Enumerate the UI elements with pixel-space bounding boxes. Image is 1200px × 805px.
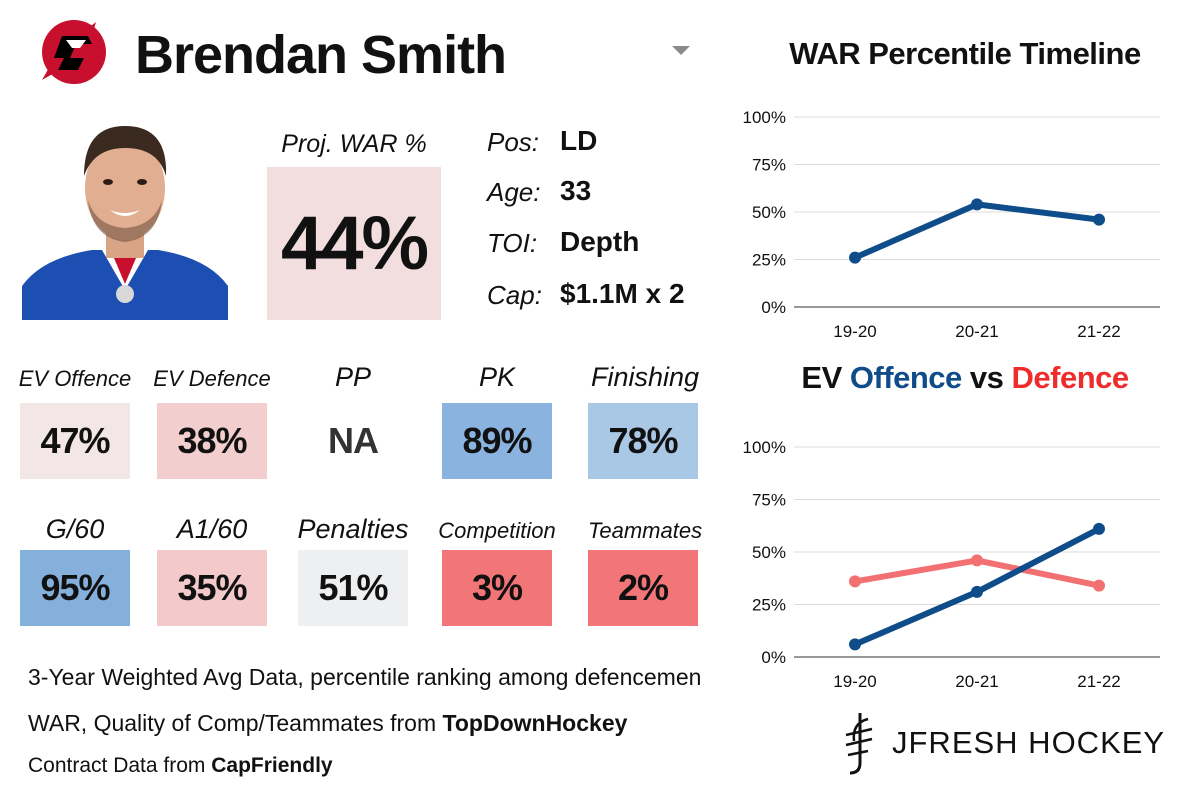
metric-label-ev-defence: EV Defence xyxy=(153,366,271,391)
brand-name: JFRESH HOCKEY xyxy=(892,725,1166,760)
metric-label-penalties: Penalties xyxy=(297,514,409,544)
footer-source-topdownhockey: TopDownHockey xyxy=(442,710,628,736)
chart-1-ytick-label: 75% xyxy=(752,156,786,175)
metric-value-finishing: 78% xyxy=(588,403,698,479)
chart-2-xtick-label: 20-21 xyxy=(955,672,998,691)
chart-1-xtick-label: 19-20 xyxy=(833,322,876,341)
metric-label-g60: G/60 xyxy=(45,514,105,544)
proj-war-label: Proj. WAR % xyxy=(281,130,427,158)
devils-logo-icon xyxy=(36,14,112,90)
metric-label-competition: Competition xyxy=(438,518,556,543)
chart-2-point-offence xyxy=(971,585,983,598)
chart-2-ytick-label: 50% xyxy=(752,543,786,562)
proj-war-value: 44% xyxy=(267,167,441,320)
metric-value-g60: 95% xyxy=(20,550,130,626)
chart-2-xtick-label: 19-20 xyxy=(833,672,876,691)
chart-1-point-war xyxy=(971,198,983,211)
footer-line-2-prefix: WAR, Quality of Comp/Teammates from xyxy=(28,710,443,736)
chart-2-title: EV Offence vs Defence xyxy=(750,360,1180,396)
metric-value-penalties: 51% xyxy=(298,550,408,626)
chart-1-ytick-label: 100% xyxy=(743,108,786,127)
chart-2-point-offence xyxy=(1093,522,1105,535)
metric-label-a160: A1/60 xyxy=(176,514,248,544)
toi-value: Depth xyxy=(560,226,640,257)
pos-label: Pos: xyxy=(487,127,540,157)
chart-1-point-war xyxy=(1093,213,1105,226)
chart-ev-offence-vs-defence: 0% 25% 50% 75% 100% 19-20 20-21 21-22 xyxy=(743,438,1160,691)
metric-value-ev-defence: 38% xyxy=(157,403,267,479)
chart-2-title-part-vs: vs xyxy=(961,360,1012,395)
metric-label-ev-offence: EV Offence xyxy=(18,366,132,391)
caret-down-icon[interactable] xyxy=(672,46,690,55)
footer-line-3: Contract Data from CapFriendly xyxy=(28,754,333,778)
chart-1-ytick-label: 25% xyxy=(752,251,786,270)
chart-2-point-defence xyxy=(849,575,861,588)
chart-2-point-offence xyxy=(849,638,861,651)
jfresh-logo-icon xyxy=(845,713,873,775)
chart-2-title-part-defence: Defence xyxy=(1011,360,1130,395)
metric-label-pp: PP xyxy=(334,362,372,392)
metric-label-finishing: Finishing xyxy=(590,362,700,392)
chart-2-ytick-label: 75% xyxy=(752,491,786,510)
age-value: 33 xyxy=(560,175,592,206)
chart-2-title-part-offence: Offence xyxy=(849,360,962,395)
metric-label-pk: PK xyxy=(478,362,516,392)
chart-2-ytick-label: 25% xyxy=(752,596,786,615)
cap-label: Cap: xyxy=(487,280,542,310)
footer-source-capfriendly: CapFriendly xyxy=(211,754,333,777)
chart-1-ytick-label: 0% xyxy=(761,298,786,317)
metric-value-a160: 35% xyxy=(157,550,267,626)
age-label: Age: xyxy=(487,177,541,207)
chart-1-xtick-label: 20-21 xyxy=(955,322,998,341)
footer-line-3-prefix: Contract Data from xyxy=(28,754,212,777)
chart-2-title-part-ev: EV xyxy=(801,360,850,395)
metric-label-teammates: Teammates xyxy=(587,518,703,543)
chart-2-xtick-label: 21-22 xyxy=(1077,672,1120,691)
chart-1-xtick-label: 21-22 xyxy=(1077,322,1120,341)
chart-2-ytick-label: 0% xyxy=(761,648,786,667)
footer-line-2: WAR, Quality of Comp/Teammates from TopD… xyxy=(28,710,627,737)
metric-value-competition: 3% xyxy=(442,550,552,626)
metric-value-teammates: 2% xyxy=(588,550,698,626)
chart-1-title: WAR Percentile Timeline xyxy=(789,36,1141,71)
chart-1-point-war xyxy=(849,251,861,264)
cap-value: $1.1M x 2 xyxy=(560,278,685,309)
toi-label: TOI: xyxy=(487,228,538,258)
metric-value-ev-offence: 47% xyxy=(20,403,130,479)
jfresh-brand: JFRESH HOCKEY xyxy=(838,708,1178,778)
player-name: Brendan Smith xyxy=(135,25,507,85)
chart-1-ytick-label: 50% xyxy=(752,203,786,222)
footer-line-1: 3-Year Weighted Avg Data, percentile ran… xyxy=(28,664,702,690)
chart-war-timeline: 0% 25% 50% 75% 100% 19-20 20-21 21-22 xyxy=(743,108,1160,341)
chart-2-point-defence xyxy=(1093,579,1105,592)
chart-2-ytick-label: 100% xyxy=(743,438,786,457)
metric-value-pk: 89% xyxy=(442,403,552,479)
pos-value: LD xyxy=(560,125,598,156)
metric-value-pp: NA xyxy=(298,403,408,479)
player-headshot xyxy=(22,118,228,320)
chart-2-point-defence xyxy=(971,554,983,567)
